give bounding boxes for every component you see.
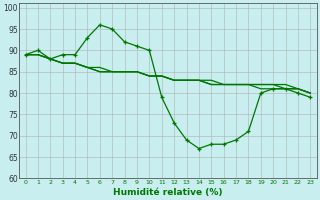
X-axis label: Humidité relative (%): Humidité relative (%): [113, 188, 223, 197]
